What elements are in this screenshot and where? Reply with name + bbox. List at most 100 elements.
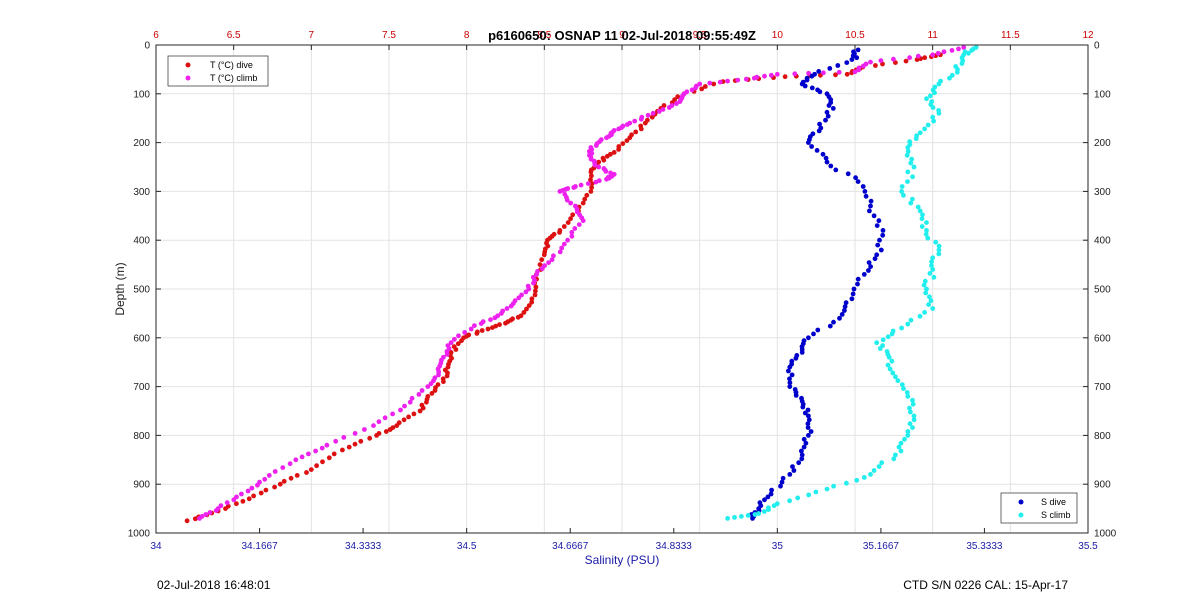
legend-marker-t-dive <box>185 62 191 68</box>
data-point <box>231 497 237 503</box>
data-point <box>933 239 939 245</box>
data-point <box>762 497 767 503</box>
data-point <box>571 185 577 190</box>
data-point <box>572 226 578 231</box>
data-point <box>624 138 630 144</box>
data-point <box>533 284 539 290</box>
data-point <box>331 451 337 457</box>
data-point <box>855 179 861 185</box>
data-point <box>837 315 842 321</box>
data-point <box>855 47 861 53</box>
data-point <box>582 196 588 202</box>
chart-title: p6160650: OSNAP 11 02-Jul-2018 09:55:49Z <box>488 28 756 43</box>
data-point <box>752 512 758 517</box>
data-point <box>255 482 260 488</box>
data-point <box>842 304 848 309</box>
data-point <box>245 488 251 494</box>
tick-label-x-top: 6 <box>153 30 159 41</box>
data-point <box>825 113 831 119</box>
data-point <box>689 87 695 93</box>
data-point <box>817 89 823 95</box>
data-point <box>868 203 873 209</box>
data-point <box>277 481 283 487</box>
data-point <box>905 145 911 150</box>
data-point <box>899 189 904 194</box>
footer-datetime: 02-Jul-2018 16:48:01 <box>157 578 271 592</box>
data-point <box>861 63 866 69</box>
data-point <box>923 290 929 296</box>
data-point <box>382 415 388 421</box>
tick-label-x-top: 11.5 <box>1001 30 1020 41</box>
data-point <box>954 69 960 75</box>
data-point <box>406 414 411 420</box>
data-point <box>787 380 793 386</box>
data-point <box>593 143 599 148</box>
data-point <box>879 460 885 466</box>
data-point <box>904 390 910 395</box>
tick-label-x-top: 9 <box>619 30 625 41</box>
data-point <box>642 120 648 126</box>
data-point <box>294 473 300 478</box>
data-point <box>786 368 791 374</box>
data-point <box>855 276 861 282</box>
data-point <box>593 179 599 185</box>
data-point <box>853 175 858 181</box>
data-point <box>761 509 767 514</box>
data-point <box>805 421 811 427</box>
data-point <box>790 464 795 469</box>
tick-label-x-top: 8 <box>464 30 470 41</box>
data-point <box>601 157 607 163</box>
data-point <box>966 50 971 56</box>
data-point <box>831 319 836 325</box>
data-point <box>456 333 461 339</box>
data-point <box>904 152 910 158</box>
data-point <box>799 456 805 462</box>
data-point <box>947 75 952 81</box>
data-point <box>769 487 774 493</box>
data-point <box>899 184 905 189</box>
data-point <box>936 110 942 116</box>
data-point <box>771 503 777 509</box>
data-point <box>907 55 912 61</box>
data-point <box>924 96 929 102</box>
data-point <box>852 69 858 75</box>
data-point <box>419 388 425 393</box>
data-point <box>843 300 849 306</box>
data-point <box>922 55 928 61</box>
data-point <box>917 313 923 319</box>
data-point <box>880 232 886 238</box>
data-point <box>549 257 555 263</box>
data-point <box>885 362 891 368</box>
data-point <box>806 433 811 438</box>
data-point <box>782 74 788 80</box>
data-point <box>596 164 602 170</box>
tick-label-y-left: 400 <box>133 236 150 247</box>
data-point <box>821 70 826 76</box>
data-point <box>674 101 679 106</box>
data-point <box>850 53 856 59</box>
data-point <box>876 218 882 224</box>
data-point <box>930 267 936 272</box>
series-t-c-climb <box>197 45 967 521</box>
data-point <box>711 81 717 87</box>
data-point <box>826 103 832 108</box>
data-point <box>559 245 565 251</box>
data-point <box>503 320 508 326</box>
data-point <box>901 386 906 391</box>
data-point <box>936 81 942 87</box>
data-point <box>588 177 593 183</box>
data-point <box>844 480 849 486</box>
data-point <box>561 224 567 229</box>
data-point <box>462 330 468 335</box>
data-point <box>756 511 762 516</box>
tick-label-y-left: 0 <box>144 41 150 52</box>
data-point <box>799 452 805 458</box>
data-point <box>802 83 808 89</box>
data-point <box>293 457 299 463</box>
data-point <box>827 66 833 71</box>
data-point <box>376 419 382 425</box>
data-point <box>588 189 594 194</box>
data-point <box>768 491 774 497</box>
data-point <box>910 196 915 202</box>
